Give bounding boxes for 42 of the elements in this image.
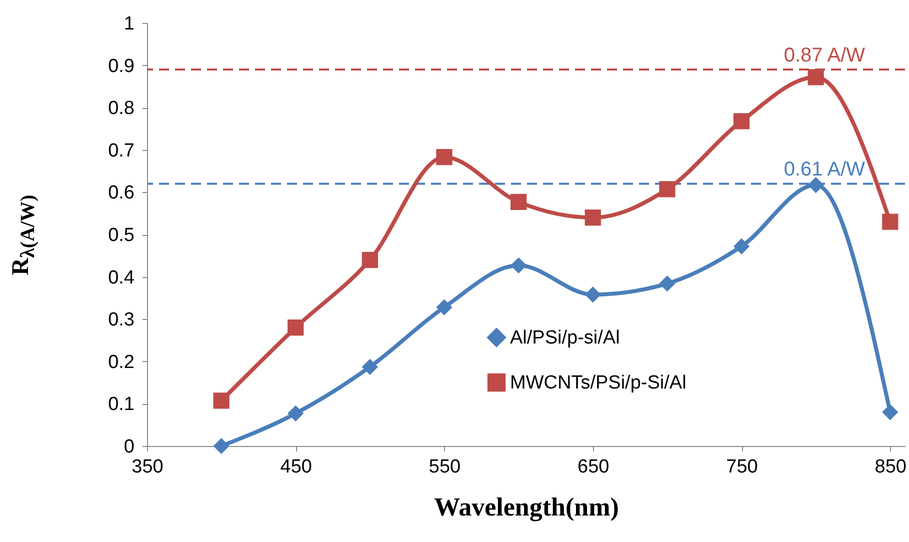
x-tick-label: 350 <box>132 456 164 478</box>
legend-label: MWCNTs/PSi/p-Si/Al <box>510 372 686 394</box>
x-tick-label: 550 <box>428 456 461 478</box>
point <box>213 438 230 454</box>
x-tick-label: 650 <box>578 456 610 478</box>
y-tick-label: 0.6 <box>108 182 134 204</box>
point <box>882 404 898 420</box>
y-tick-label: 0.3 <box>108 310 134 331</box>
y-tick-label: 0.4 <box>108 267 135 288</box>
y-tick-label: 0.2 <box>108 352 134 373</box>
point <box>436 299 452 316</box>
point <box>288 405 304 422</box>
y-tick-label: 0.7 <box>108 140 134 162</box>
ref-line-label: 0.61 A/W <box>784 158 866 181</box>
legend-label: Al/PSi/p-si/Al <box>510 328 620 348</box>
y-tick-label: 0.9 <box>108 56 134 77</box>
point <box>808 69 824 86</box>
y-tick-label: 1 <box>124 14 134 34</box>
point <box>882 214 898 230</box>
y-tick-label: 0 <box>124 436 134 458</box>
point <box>362 252 378 268</box>
y-tick-label: 0.1 <box>108 394 134 416</box>
point <box>584 286 601 303</box>
point <box>510 257 527 274</box>
point <box>808 176 824 194</box>
x-tick-label: 850 <box>874 456 906 478</box>
point <box>733 113 750 130</box>
y-tick-label: 0.5 <box>108 225 134 246</box>
point <box>584 210 601 226</box>
x-tick-label: 450 <box>280 456 312 478</box>
point <box>659 276 676 292</box>
x-tick-label: 750 <box>726 456 758 478</box>
ref-line-label: 0.87 A/W <box>784 44 866 67</box>
point <box>362 358 378 375</box>
point <box>733 238 750 254</box>
point <box>510 194 527 210</box>
y-tick-label: 0.8 <box>108 98 134 120</box>
point <box>436 149 452 166</box>
point <box>659 181 676 198</box>
point <box>213 392 230 409</box>
x-axis-title: Wavelength(nm) <box>434 492 619 522</box>
point <box>288 320 304 336</box>
